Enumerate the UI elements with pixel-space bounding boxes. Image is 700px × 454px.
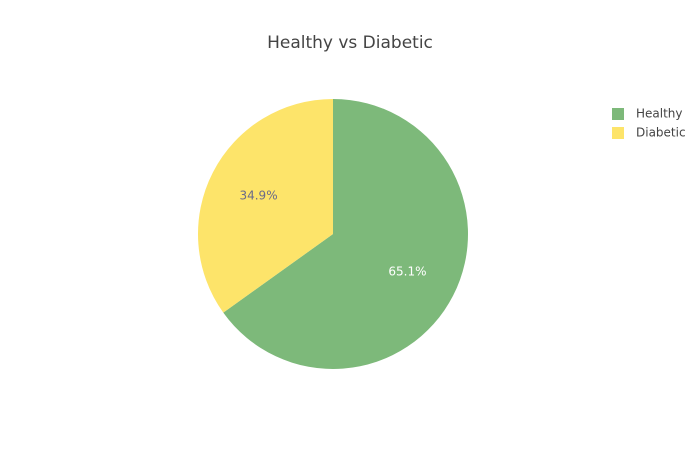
- legend-swatch-healthy: [612, 108, 624, 120]
- slice-label-diabetic: 34.9%: [239, 188, 277, 202]
- legend-item-healthy[interactable]: Healthy: [612, 107, 683, 121]
- legend-label-diabetic: Diabetic: [636, 126, 686, 140]
- legend-item-diabetic[interactable]: Diabetic: [612, 126, 686, 140]
- pie-labels: 65.1% 34.9%: [239, 188, 426, 278]
- pie-slice-diabetic[interactable]: [198, 99, 333, 313]
- pie-slices: [198, 99, 469, 369]
- slice-label-healthy: 65.1%: [388, 265, 426, 279]
- pie-slice-healthy[interactable]: [223, 99, 469, 369]
- legend[interactable]: Healthy Diabetic: [612, 107, 686, 140]
- chart-title: Healthy vs Diabetic: [267, 33, 433, 53]
- legend-label-healthy: Healthy: [636, 107, 683, 121]
- legend-swatch-diabetic: [612, 127, 624, 139]
